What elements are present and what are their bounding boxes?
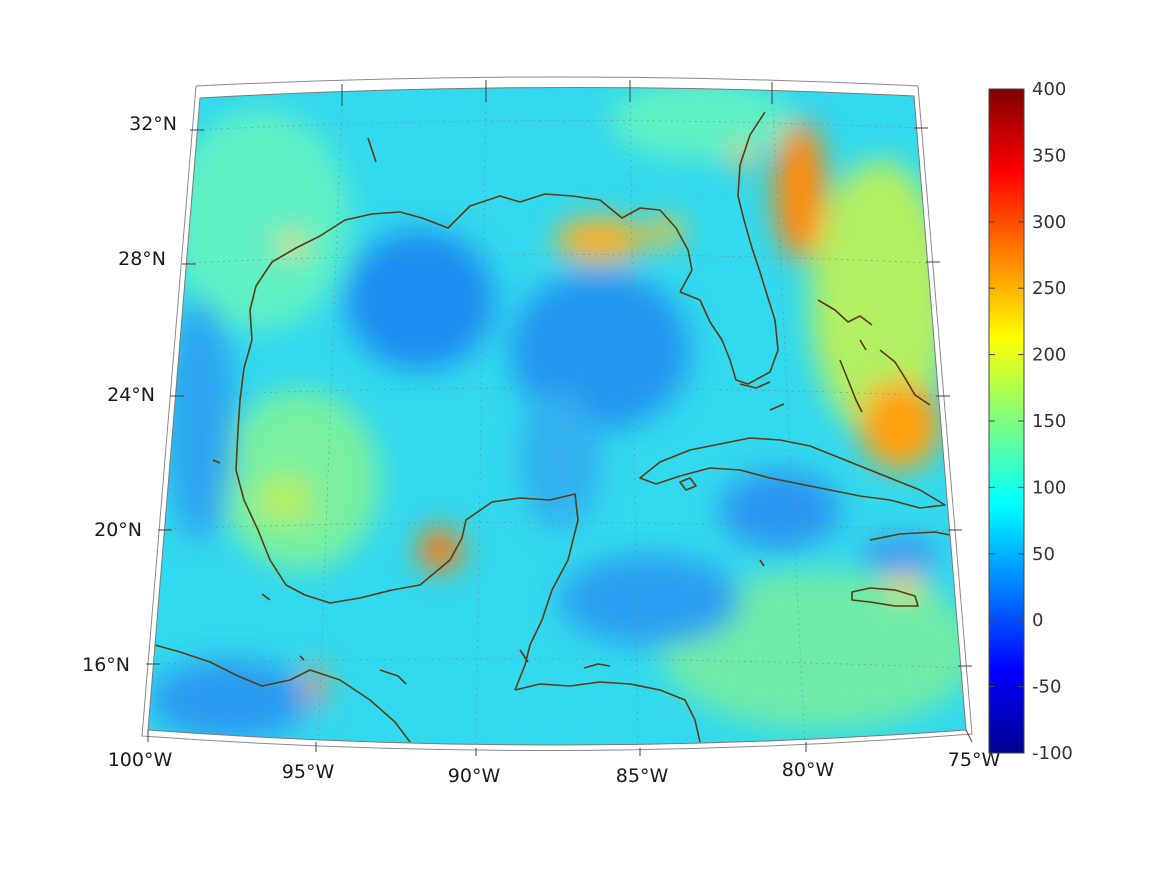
- lon-label: 85°W: [616, 765, 669, 787]
- colorbar-tick-label: 50: [1032, 544, 1055, 565]
- lon-label: 80°W: [782, 759, 835, 781]
- colorbar-tick-label: -50: [1032, 677, 1061, 698]
- colorbar-tick-label: 250: [1032, 278, 1066, 299]
- heat-field: [148, 87, 966, 745]
- frame-ticks: [146, 80, 973, 756]
- colorbar: 400 350 300 250 200 150 100 50 0 -50 -100: [988, 79, 1073, 764]
- lat-label: 24°N: [107, 384, 155, 406]
- lon-label: 95°W: [282, 761, 335, 783]
- latitude-labels: 16°N 20°N 24°N 28°N 32°N: [82, 113, 177, 676]
- map-panel: 100°W 95°W 90°W 85°W 80°W 75°W 16°N 20°N…: [82, 76, 1001, 787]
- lat-label: 28°N: [118, 248, 166, 270]
- colorbar-tick-label: 100: [1032, 477, 1066, 498]
- lat-label: 20°N: [94, 519, 142, 541]
- coastlines: [154, 111, 951, 743]
- colorbar-tick-label: 200: [1032, 345, 1066, 366]
- longitude-labels: 100°W 95°W 90°W 85°W 80°W 75°W: [108, 749, 1001, 787]
- lon-label: 90°W: [448, 765, 501, 787]
- map-frame: [147, 86, 967, 746]
- colorbar-tick-label: 0: [1032, 610, 1043, 631]
- colorbar-tick-label: 150: [1032, 411, 1066, 432]
- colorbar-tick-label: -100: [1032, 743, 1073, 764]
- lat-label: 32°N: [129, 113, 177, 135]
- map-frame-outer: [141, 76, 973, 752]
- colorbar-labels: 400 350 300 250 200 150 100 50 0 -50 -100: [1032, 79, 1073, 764]
- lat-label: 16°N: [82, 654, 130, 676]
- colorbar-tick-label: 350: [1032, 145, 1066, 166]
- colorbar-tick-label: 300: [1032, 212, 1066, 233]
- lon-label: 100°W: [108, 749, 173, 771]
- colorbar-ticks: [989, 88, 1024, 754]
- colorbar-tick-label: 400: [1032, 79, 1066, 100]
- lon-label: 75°W: [948, 749, 1001, 771]
- graticule: [149, 87, 963, 745]
